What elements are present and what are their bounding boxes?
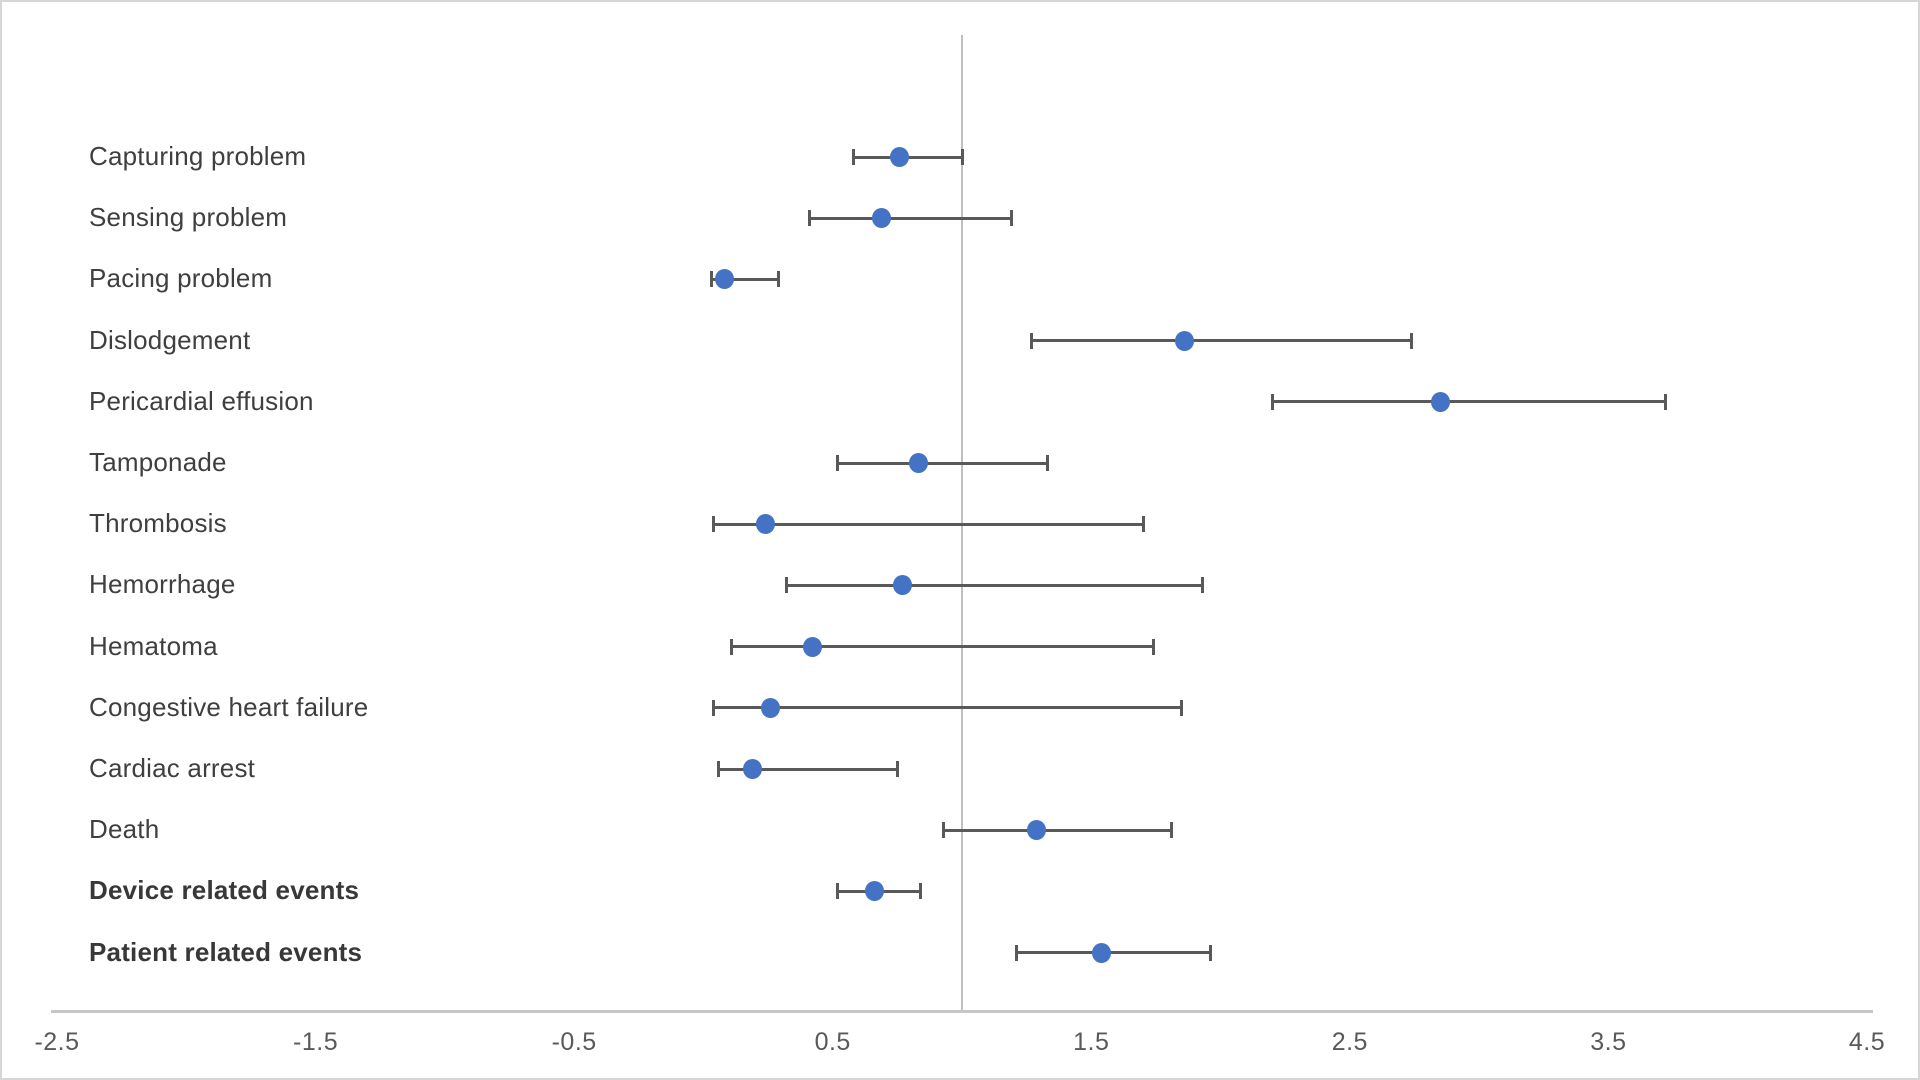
- confidence-interval-line: [1016, 951, 1211, 955]
- ci-cap-left: [784, 577, 788, 594]
- ci-cap-right: [1169, 822, 1173, 839]
- x-axis-tick-label: -1.5: [293, 1028, 339, 1056]
- confidence-interval-line: [786, 583, 1203, 587]
- ci-cap-right: [1141, 516, 1145, 533]
- category-label: Thrombosis: [89, 508, 227, 539]
- ci-cap-left: [836, 883, 840, 900]
- category-label: Pacing problem: [89, 263, 273, 294]
- x-axis-tick-label: -2.5: [34, 1028, 80, 1056]
- category-label: Cardiac arrest: [89, 752, 256, 783]
- point-estimate-marker: [908, 453, 928, 473]
- category-label: Device related events: [89, 875, 360, 906]
- ci-cap-right: [1663, 393, 1667, 410]
- ci-cap-left: [851, 149, 855, 165]
- ci-cap-right: [776, 271, 780, 288]
- x-axis-tick-label: -0.5: [551, 1028, 597, 1056]
- point-estimate-marker: [1430, 391, 1450, 412]
- ci-cap-right: [1208, 944, 1212, 961]
- point-estimate-marker: [802, 636, 822, 657]
- confidence-interval-line: [713, 706, 1182, 710]
- x-axis-tick-label: 0.5: [814, 1028, 851, 1056]
- ci-cap-left: [709, 271, 713, 288]
- category-label: Capturing problem: [89, 140, 307, 171]
- ci-cap-right: [895, 761, 899, 777]
- ci-cap-right: [919, 883, 923, 900]
- ci-cap-left: [942, 822, 946, 839]
- ci-cap-left: [836, 455, 840, 471]
- x-axis-tick-label: 3.5: [1590, 1028, 1627, 1056]
- x-axis-tick-label: 1.5: [1073, 1028, 1110, 1056]
- ci-cap-right: [1180, 699, 1184, 716]
- x-axis-tick-label: 4.5: [1848, 1028, 1886, 1056]
- confidence-interval-line: [713, 522, 1143, 526]
- confidence-interval-line: [718, 767, 898, 771]
- x-axis-line: [51, 1010, 1873, 1013]
- confidence-interval-line: [837, 461, 1048, 465]
- confidence-interval-line: [809, 216, 1012, 220]
- ci-cap-right: [1200, 577, 1204, 594]
- ci-cap-left: [1030, 332, 1034, 349]
- point-estimate-marker: [755, 514, 775, 535]
- point-estimate-marker: [743, 759, 763, 779]
- ci-cap-left: [717, 761, 721, 777]
- ci-cap-left: [807, 210, 811, 227]
- ci-cap-left: [1014, 944, 1018, 961]
- confidence-interval-line: [1031, 339, 1412, 343]
- category-label: Patient related events: [89, 936, 363, 967]
- point-estimate-marker: [714, 269, 734, 290]
- ci-cap-left: [712, 516, 716, 533]
- category-label: Sensing problem: [89, 202, 288, 233]
- point-estimate-marker: [1027, 820, 1047, 841]
- category-label: Tamponade: [89, 446, 227, 477]
- category-label: Death: [89, 814, 160, 845]
- point-estimate-marker: [1092, 942, 1112, 963]
- point-estimate-marker: [890, 147, 910, 167]
- category-label: Congestive heart failure: [89, 691, 369, 722]
- category-label: Hematoma: [89, 630, 218, 661]
- point-estimate-marker: [893, 575, 913, 596]
- ci-cap-left: [730, 638, 734, 655]
- ci-cap-right: [1009, 210, 1013, 227]
- category-label: Dislodgement: [89, 324, 251, 355]
- ci-cap-right: [960, 149, 964, 165]
- point-estimate-marker: [761, 697, 781, 718]
- ci-cap-left: [712, 699, 716, 716]
- ci-cap-left: [1270, 393, 1274, 410]
- category-label: Pericardial effusion: [89, 385, 314, 416]
- point-estimate-marker: [864, 881, 884, 902]
- ci-cap-right: [1151, 638, 1155, 655]
- category-label: Hemorrhage: [89, 569, 236, 600]
- ci-cap-right: [1045, 455, 1049, 471]
- point-estimate-marker: [872, 208, 892, 229]
- ci-cap-right: [1410, 332, 1414, 349]
- point-estimate-marker: [1174, 330, 1194, 351]
- confidence-interval-line: [1272, 400, 1666, 404]
- confidence-interval-line: [731, 645, 1154, 649]
- confidence-interval-line: [943, 828, 1172, 832]
- confidence-interval-line: [711, 277, 779, 281]
- x-axis-tick-label: 2.5: [1331, 1028, 1368, 1056]
